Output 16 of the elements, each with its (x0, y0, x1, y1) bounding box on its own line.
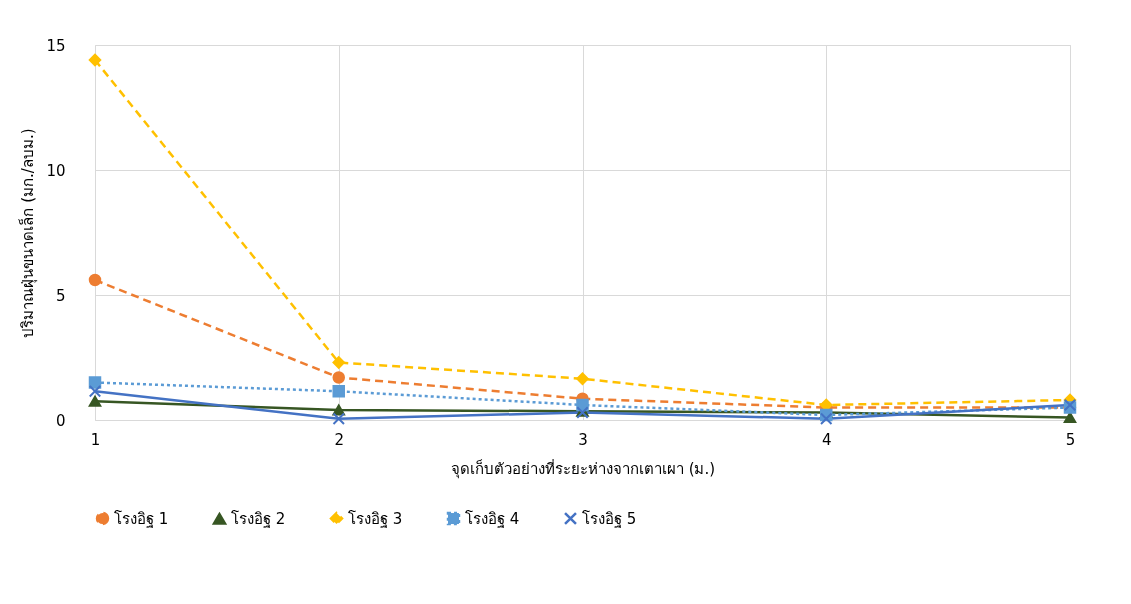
legend-label: โรงอิฐ 3 (348, 509, 403, 528)
legend-label: โรงอิฐ 4 (465, 509, 520, 528)
x-tick-label: 4 (821, 430, 832, 449)
x-axis-title: จุดเก็บตัวอย่างที่ระยะห่างจากเตาเผา (ม.) (450, 457, 716, 479)
legend-label: โรงอิฐ 5 (582, 509, 637, 528)
y-tick-label: 10 (46, 161, 66, 180)
x-tick-label: 3 (578, 430, 588, 449)
y-axis-title: ปริมาณฝุ่นขนาดเล็ก (มก./ลบม.) (18, 128, 39, 338)
x-tick-label: 5 (1065, 430, 1076, 449)
x-tick-label: 2 (334, 430, 345, 449)
y-tick-label: 5 (55, 286, 66, 305)
legend-label: โรงอิฐ 2 (231, 509, 286, 528)
y-tick-label: 0 (55, 411, 66, 430)
x-tick-label: 1 (90, 430, 101, 449)
y-tick-label: 15 (46, 36, 66, 55)
legend-label: โรงอิฐ 1 (114, 509, 169, 528)
